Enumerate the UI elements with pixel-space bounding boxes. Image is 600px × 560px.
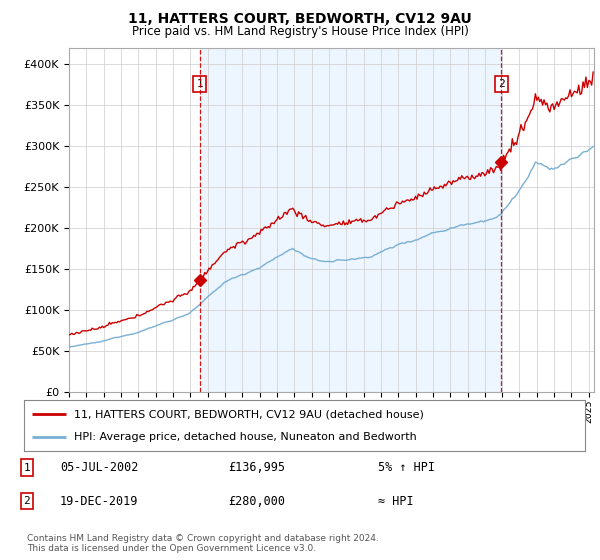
Text: Price paid vs. HM Land Registry's House Price Index (HPI): Price paid vs. HM Land Registry's House … [131, 25, 469, 38]
Text: 11, HATTERS COURT, BEDWORTH, CV12 9AU (detached house): 11, HATTERS COURT, BEDWORTH, CV12 9AU (d… [74, 409, 424, 419]
Text: ≈ HPI: ≈ HPI [378, 494, 413, 508]
Text: £280,000: £280,000 [228, 494, 285, 508]
Text: 19-DEC-2019: 19-DEC-2019 [60, 494, 139, 508]
Text: 5% ↑ HPI: 5% ↑ HPI [378, 461, 435, 474]
Text: 2: 2 [498, 79, 505, 89]
Text: 05-JUL-2002: 05-JUL-2002 [60, 461, 139, 474]
Text: £136,995: £136,995 [228, 461, 285, 474]
Text: 2: 2 [23, 496, 31, 506]
Text: 1: 1 [23, 463, 31, 473]
Text: HPI: Average price, detached house, Nuneaton and Bedworth: HPI: Average price, detached house, Nune… [74, 432, 417, 442]
Bar [200, 48, 502, 392]
Text: 1: 1 [196, 79, 203, 89]
Text: 11, HATTERS COURT, BEDWORTH, CV12 9AU: 11, HATTERS COURT, BEDWORTH, CV12 9AU [128, 12, 472, 26]
Text: Contains HM Land Registry data © Crown copyright and database right 2024.
This d: Contains HM Land Registry data © Crown c… [27, 534, 379, 553]
